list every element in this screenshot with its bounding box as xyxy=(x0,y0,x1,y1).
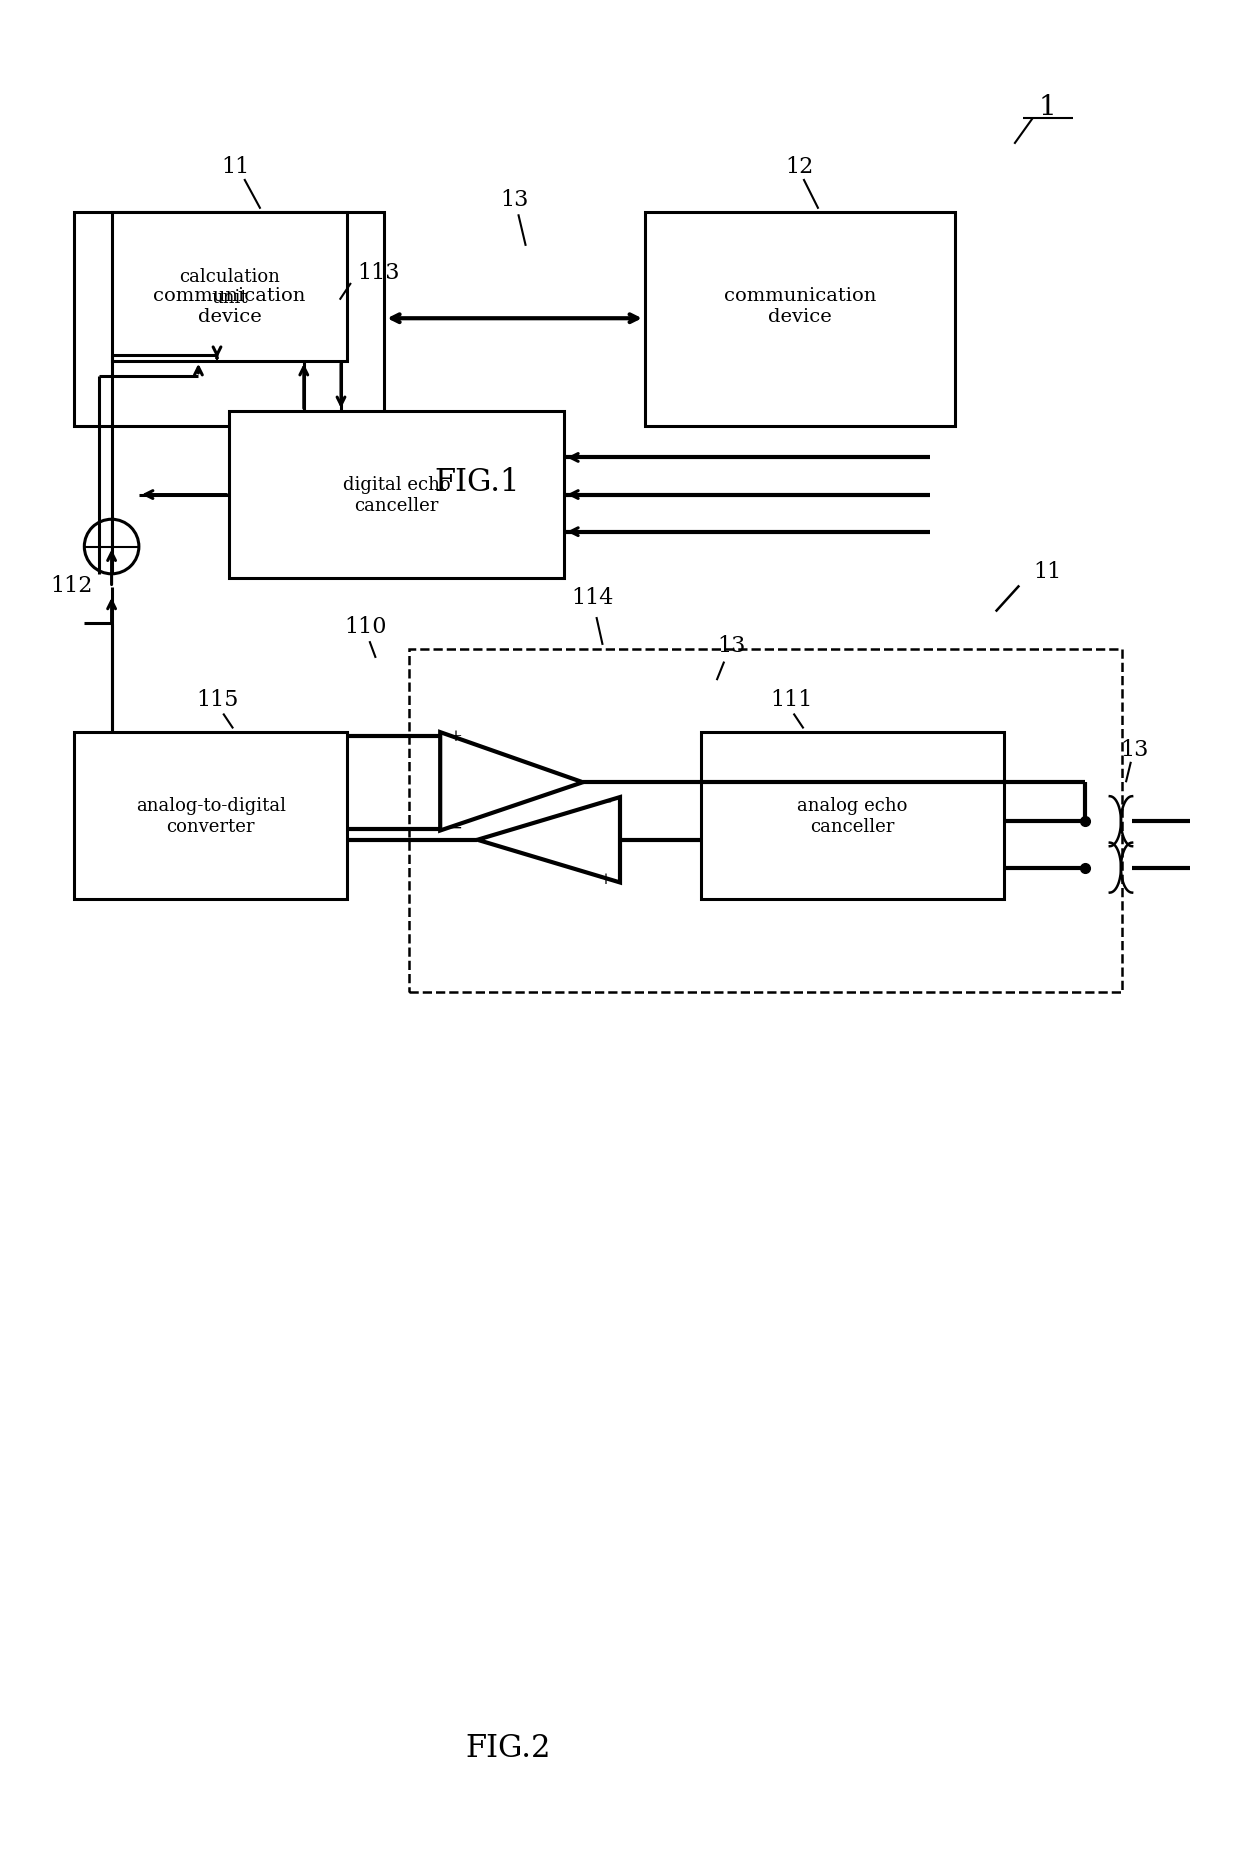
Bar xyxy=(701,733,1004,900)
Text: 13: 13 xyxy=(718,634,745,657)
Text: 115: 115 xyxy=(196,688,238,710)
Text: FIG.2: FIG.2 xyxy=(466,1733,551,1762)
Text: +: + xyxy=(598,870,613,889)
Text: 113: 113 xyxy=(357,262,399,284)
Text: analog-to-digital
converter: analog-to-digital converter xyxy=(136,798,285,835)
Bar xyxy=(409,649,1122,992)
Text: 11: 11 xyxy=(222,156,249,178)
Text: 11: 11 xyxy=(1034,560,1061,582)
Bar xyxy=(112,213,347,362)
Text: FIG.1: FIG.1 xyxy=(435,467,520,497)
Text: communication
device: communication device xyxy=(154,288,305,325)
Text: 110: 110 xyxy=(345,616,387,638)
Bar xyxy=(74,213,384,427)
Bar xyxy=(74,733,347,900)
Text: 114: 114 xyxy=(572,586,614,608)
Text: communication
device: communication device xyxy=(724,288,875,325)
Text: 112: 112 xyxy=(51,575,93,597)
Text: −: − xyxy=(598,792,613,811)
Text: 13: 13 xyxy=(501,189,528,211)
Bar xyxy=(645,213,955,427)
Text: 12: 12 xyxy=(786,156,813,178)
Text: analog echo
canceller: analog echo canceller xyxy=(797,798,908,835)
Bar xyxy=(229,412,564,579)
Text: +: + xyxy=(448,727,463,746)
Text: −: − xyxy=(448,818,463,837)
Text: digital echo
canceller: digital echo canceller xyxy=(343,477,450,514)
Text: 1: 1 xyxy=(1039,95,1056,121)
Text: 13: 13 xyxy=(1121,738,1148,761)
Text: calculation
unit: calculation unit xyxy=(179,269,280,306)
Text: 111: 111 xyxy=(770,688,812,710)
